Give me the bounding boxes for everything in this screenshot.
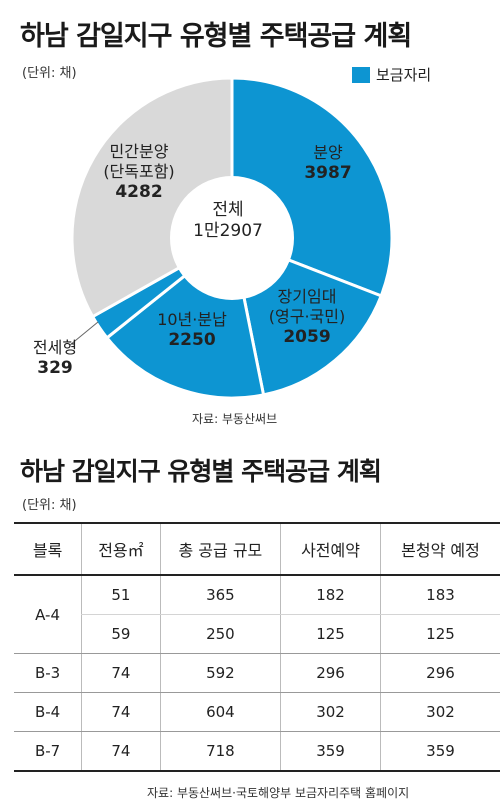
chart-source: 자료: 부동산써브 [192, 412, 278, 426]
cell-main: 183 [380, 575, 500, 615]
pie-center-hole [170, 176, 294, 300]
cell-area: 74 [81, 692, 161, 732]
legend-label: 보금자리 [376, 66, 432, 84]
cell-block: B-7 [14, 731, 82, 772]
cell-pre: 302 [280, 692, 381, 732]
cell-block: B-3 [14, 653, 82, 693]
cell-pre: 296 [280, 653, 381, 693]
cell-main: 125 [380, 614, 500, 654]
cell-pre: 125 [280, 614, 381, 654]
table-source: 자료: 부동산써브·국토해양부 보금자리주택 홈페이지 [147, 786, 410, 800]
cell-total: 592 [159, 653, 281, 693]
slice-label-10yr: 10년·분납 2250 [157, 310, 227, 350]
center-label: 전체 1만2907 [193, 200, 263, 242]
header-main: 본청약 예정 [380, 522, 500, 576]
cell-area: 74 [81, 653, 161, 693]
slice-label-private: 민간분양 (단독포함) 4282 [103, 142, 175, 202]
cell-area: 59 [81, 614, 161, 654]
cell-total: 365 [159, 575, 281, 615]
header-pre: 사전예약 [280, 522, 381, 576]
slice-label-bunyang: 분양 3987 [304, 143, 352, 183]
header-total: 총 공급 규모 [159, 522, 281, 576]
legend-swatch [352, 66, 370, 83]
cell-total: 718 [159, 731, 281, 772]
slice-label-rental: 장기임대 (영구·국민) 2059 [268, 287, 346, 347]
slice-label-jeonse: 전세형 329 [32, 338, 78, 378]
cell-area: 51 [81, 575, 161, 615]
table-row: B-4 74 604 302 302 [14, 692, 500, 732]
cell-block: A-4 [14, 575, 82, 654]
table-row: B-3 74 592 296 296 [14, 653, 500, 693]
cell-main: 302 [380, 692, 500, 732]
table-row: B-7 74 718 359 359 [14, 731, 500, 772]
table-row: A-4 51 365 182 183 [14, 575, 500, 654]
cell-pre: 182 [280, 575, 381, 615]
cell-total: 250 [159, 614, 281, 654]
cell-pre: 359 [280, 731, 381, 772]
pie-chart [69, 76, 394, 400]
header-area: 전용㎡ [81, 522, 161, 576]
table-title: 하남 감일지구 유형별 주택공급 계획 [20, 457, 382, 486]
chart-title: 하남 감일지구 유형별 주택공급 계획 [20, 21, 412, 52]
chart-unit: (단위: 채) [22, 66, 77, 81]
chart-legend: 보금자리 [352, 64, 431, 85]
table-row: 59 250 125 125 [14, 614, 500, 654]
supply-table: 블록 전용㎡ 총 공급 규모 사전예약 본청약 예정 A-4 51 365 18… [14, 522, 500, 772]
table-unit: (단위: 채) [22, 498, 77, 513]
cell-main: 296 [380, 653, 500, 693]
cell-main: 359 [380, 731, 500, 772]
cell-total: 604 [159, 692, 281, 732]
cell-area: 74 [81, 731, 161, 772]
table-header-row: 블록 전용㎡ 총 공급 규모 사전예약 본청약 예정 [14, 522, 500, 576]
cell-block: B-4 [14, 692, 82, 732]
leader-line [69, 321, 99, 346]
header-block: 블록 [14, 522, 82, 576]
